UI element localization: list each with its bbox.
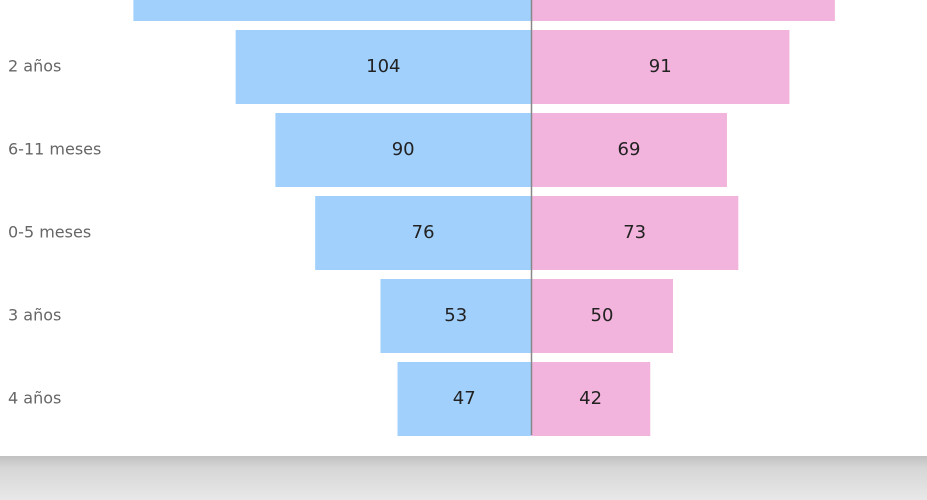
category-label: 3 años [8,306,61,325]
category-label: 0-5 meses [8,223,91,242]
bar [531,279,673,353]
bar [133,0,531,21]
bar [235,30,531,104]
bar [531,196,739,270]
category-label: 6-11 meses [8,140,101,159]
value-label: 76 [412,222,435,243]
category-label: 2 años [8,57,61,76]
value-label: 73 [623,222,646,243]
bar [531,0,835,21]
card-shadow [0,454,927,500]
bar [531,362,651,436]
value-label: 47 [453,388,476,409]
category-label: 4 años [8,389,61,408]
value-label: 50 [591,305,614,326]
bar [315,196,531,270]
value-label: 53 [444,305,467,326]
value-label: 69 [618,139,641,160]
value-label: 91 [649,56,672,77]
bar [397,362,531,436]
bar [275,113,531,187]
value-label: 90 [392,139,415,160]
bar [531,30,790,104]
bar [380,279,531,353]
bar [531,113,727,187]
value-label: 42 [579,388,602,409]
value-label: 104 [366,56,400,77]
